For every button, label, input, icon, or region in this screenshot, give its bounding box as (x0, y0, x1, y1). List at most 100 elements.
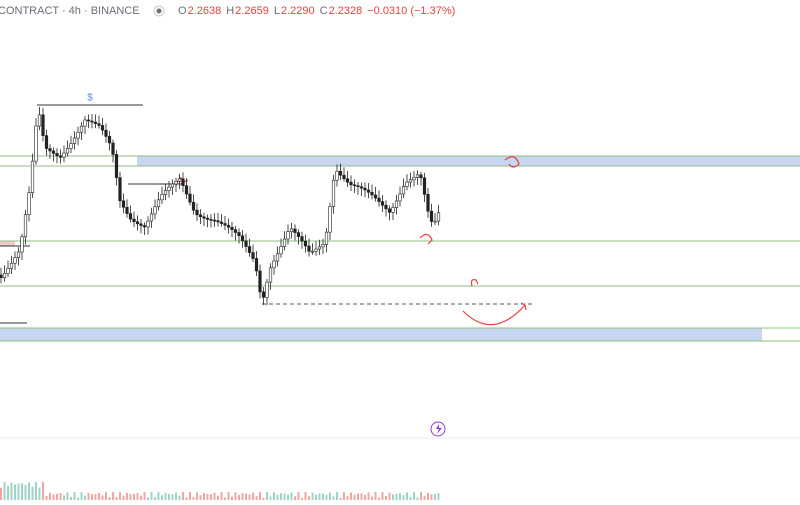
candle (97, 123, 101, 126)
candle (153, 206, 157, 215)
arrow (462, 302, 527, 326)
volume-bar (0, 487, 2, 500)
volume-bar (52, 494, 55, 500)
candle (6, 268, 10, 274)
volume-bar (409, 496, 412, 500)
candle (254, 258, 259, 272)
volume-bar (248, 494, 251, 500)
volume-bar (59, 493, 62, 500)
candle (181, 178, 185, 186)
volume-bar (220, 492, 223, 500)
volume-bar (157, 492, 160, 500)
ohlc-value: 2.2290 (281, 5, 315, 17)
volume-bar (45, 495, 48, 500)
candle (34, 125, 38, 162)
volume-bar (224, 497, 226, 500)
candle (195, 209, 199, 216)
volume-bar (14, 484, 16, 500)
candle (359, 186, 364, 189)
volume-bar (185, 497, 188, 500)
candle (104, 129, 108, 137)
arrow (504, 156, 520, 168)
candle (51, 150, 56, 154)
candle (2, 272, 7, 279)
candle (265, 281, 269, 298)
volume-bar (395, 493, 398, 500)
candle (72, 137, 77, 144)
candle (0, 274, 3, 279)
volume-bar (203, 493, 205, 500)
candle (156, 199, 161, 208)
candle (247, 246, 252, 253)
candle (321, 244, 325, 248)
candle (62, 152, 66, 158)
candle (184, 185, 189, 195)
candle (37, 114, 42, 127)
zone (137, 156, 800, 166)
candle (188, 193, 192, 203)
volume-bar (367, 492, 370, 500)
volume-bar (115, 497, 118, 500)
candle (233, 229, 238, 233)
volume-bar (140, 495, 142, 500)
volume-bar (315, 494, 317, 500)
candle (366, 189, 371, 193)
volume-bar (129, 494, 132, 500)
candle (426, 194, 430, 212)
candle (9, 262, 14, 269)
arrow (470, 279, 479, 287)
volume-bar (189, 492, 191, 500)
candle (422, 177, 427, 195)
ohlc-label: H (226, 5, 234, 17)
volume-bar (399, 493, 401, 500)
candle (167, 186, 171, 191)
volume-bar (294, 496, 296, 500)
candle (132, 218, 136, 222)
candle (244, 240, 248, 247)
candle (408, 179, 413, 183)
candle (394, 200, 399, 208)
volume-bar (297, 492, 300, 500)
candle (377, 197, 381, 202)
volume-bar (210, 494, 212, 500)
candle (135, 221, 140, 225)
candle (76, 131, 80, 139)
volume-bar (434, 493, 436, 500)
volume-bar (77, 497, 79, 500)
candle (282, 238, 287, 247)
volume-bar (381, 492, 384, 500)
volume-bar (150, 492, 153, 500)
candle (226, 224, 231, 228)
candle (356, 185, 360, 188)
candle (433, 220, 437, 223)
candle (83, 119, 87, 127)
volume-bar (182, 492, 184, 500)
volume-bar (108, 497, 111, 500)
volume-bar (112, 492, 114, 500)
volume-bar (364, 494, 366, 500)
volume-bar (388, 492, 391, 500)
candle (209, 219, 213, 221)
volume-bar (87, 492, 90, 500)
candle (237, 232, 241, 237)
candle (163, 190, 168, 195)
volume-bar (329, 492, 331, 500)
volume-bar (339, 497, 342, 500)
volume-bar (56, 493, 58, 500)
volume-bar (105, 492, 107, 500)
volume-bar (423, 495, 426, 500)
volume-bar (437, 493, 440, 500)
volume-bar (336, 492, 338, 500)
volume-bar (413, 492, 415, 500)
volume-bar (427, 492, 429, 500)
candle (30, 160, 35, 194)
volume-bar (168, 493, 170, 500)
volume-bar (430, 494, 433, 500)
candle (128, 213, 133, 220)
candle (118, 177, 122, 202)
volume-bar (238, 495, 240, 500)
zone (0, 241, 15, 246)
volume-bar (385, 495, 387, 500)
volume-bar (318, 493, 321, 500)
